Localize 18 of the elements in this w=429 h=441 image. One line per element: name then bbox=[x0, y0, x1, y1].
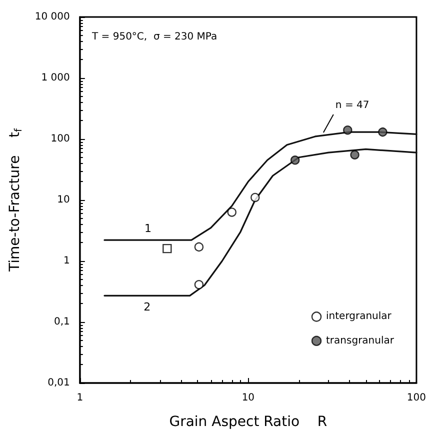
x-axis-title: Grain Aspect Ratio R bbox=[169, 414, 328, 430]
x-tick-label: 10 bbox=[242, 392, 255, 404]
series-label: 2 bbox=[144, 300, 151, 314]
x-tick-label: 100 bbox=[406, 392, 426, 404]
y-tick-label: 0,01 bbox=[48, 378, 70, 388]
legend-label: transgranular bbox=[326, 335, 395, 346]
series-label: 1 bbox=[144, 222, 152, 236]
y-tick-label: 10 bbox=[57, 194, 70, 206]
y-tick-label: 100 bbox=[50, 134, 70, 144]
legend-label: intergranular bbox=[326, 311, 392, 322]
y-tick-label: 0,1 bbox=[54, 316, 70, 328]
y-tick-label: 1 000 bbox=[41, 72, 70, 84]
annotation: n = 47 bbox=[335, 100, 370, 111]
y-tick-label: 10 000 bbox=[34, 12, 70, 22]
annotation: T = 950°C, σ = 230 MPa bbox=[91, 32, 218, 42]
x-tick-label: 1 bbox=[76, 392, 84, 404]
y-axis-title: Time-to-Fracture tf bbox=[7, 128, 24, 272]
y-tick-label: 1 bbox=[64, 256, 70, 266]
